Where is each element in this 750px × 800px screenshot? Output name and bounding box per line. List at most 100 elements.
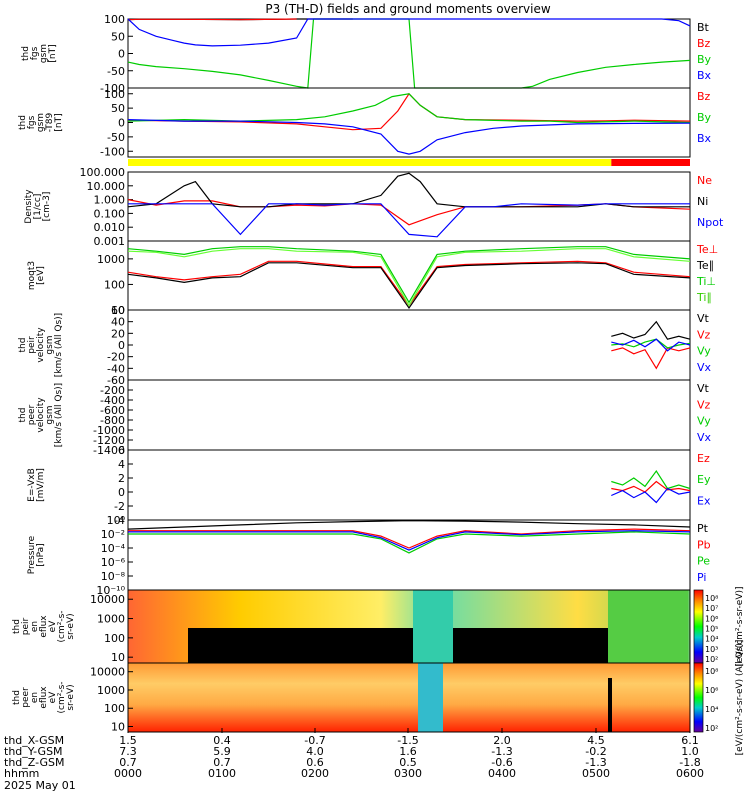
mode-bar-segment (611, 159, 690, 166)
legend-entry-Vx: Vx (697, 361, 712, 374)
series-line-Bx (127, 18, 691, 47)
y-tick-label: -50 (107, 65, 125, 78)
y-axis-label-peer-spec: thd peer en eflux eV (cm²-s-sr-eV) (12, 681, 76, 713)
y-axis-label-line: [mV/m] (36, 468, 46, 502)
x-axis-row-label: thd_X-GSM (4, 734, 64, 747)
series-line-Vt (611, 320, 691, 340)
legend-entry-Pi: Pi (697, 571, 706, 584)
y-axis-label-line: en (30, 692, 40, 703)
y-tick-label: 1000 (97, 684, 125, 697)
y-tick-label: -100 (100, 145, 125, 158)
y-axis-label-fgs-gsm-full: thd fgs gsm [nT] (21, 44, 58, 63)
y-axis-label-line: [km/s (All Qs)] (54, 383, 64, 447)
legend-entry-Vt: Vt (697, 382, 710, 395)
legend-temperature: Te⊥ Te∥ Ti⊥ Ti∥ (696, 243, 718, 304)
mode-bar-segment (128, 159, 612, 166)
y-tick-label: 0 (118, 339, 125, 352)
y-tick-label: 100 (104, 702, 125, 715)
panel-frame (127, 309, 691, 381)
x-axis-value: 0400 (488, 767, 516, 780)
y-axis-label-line: thd (21, 46, 31, 61)
colorbar-label: [eV/(cm²-s-sr-eV) (All Qs)] (735, 640, 745, 756)
y-axis-label-line: eV (48, 691, 58, 704)
colorbar-peer-spec: 10⁸ 10⁶ 10⁴ 10² [eV/(cm²-s-sr-eV) (All Qs)] (693, 640, 745, 756)
y-axis-label-line: peir (27, 336, 37, 354)
x-axis-value: 0300 (394, 767, 422, 780)
y-tick-label: -60 (107, 374, 125, 387)
y-axis-label-line: eflux (39, 686, 49, 709)
y-tick-label: 10⁻¹⁰ (96, 584, 125, 597)
panel-fgs-gsm-full: 100 50 0 -50 -100 thd fgs gsm [nT] Bt Bz By Bx (21, 13, 712, 95)
y-tick-label: 0 (118, 48, 125, 61)
colorbar-tick-label: 10⁸ (705, 594, 718, 603)
series-line-Vz (611, 347, 691, 370)
legend-entry-Vt: Vt (697, 312, 710, 325)
spectrogram-feature-band (413, 590, 453, 663)
y-tick-label: 10 (111, 651, 125, 664)
x-axis-value: 4.5 (587, 734, 605, 747)
y-axis-label-line: thd (12, 619, 22, 634)
y-axis-label-line: Density (24, 189, 34, 224)
colorbar-tick-label: 10⁵ (705, 625, 718, 634)
y-tick-label: 10⁻⁴ (101, 542, 126, 555)
y-axis-label-line: thd (18, 338, 28, 353)
series-line-Npot (128, 203, 690, 238)
legend-entry-Ti⊥: Ti⊥ (696, 275, 716, 288)
y-axis-label-line: gsm (45, 405, 55, 424)
legend-entry-Te∥: Te∥ (696, 259, 714, 272)
colorbar-scale (693, 589, 704, 664)
x-axis-value: 7.3 (119, 745, 137, 758)
series-line-Pb (128, 528, 691, 549)
y-tick-label: 10.000 (87, 180, 126, 193)
x-axis-value: 0500 (582, 767, 610, 780)
series-line-Te⊥ (127, 260, 691, 307)
figure-title: P3 (TH-D) fields and ground moments over… (265, 2, 550, 16)
legend-entry-By: By (697, 53, 712, 66)
colorbar-tick-label: 10⁸ (705, 667, 718, 676)
series-line-Bz (127, 92, 691, 131)
y-axis-label-line: [km/s (All Qs)] (54, 313, 64, 377)
series-line-Pt (127, 520, 691, 530)
legend-efield: Ez Ey Ex (697, 452, 711, 507)
y-tick-label: 20 (111, 327, 125, 340)
y-axis-label-line: [eV] (36, 266, 46, 285)
series-line-Bz (127, 18, 297, 21)
panel-frame (127, 171, 691, 242)
series-line-Ey (611, 469, 691, 490)
panel-frame (127, 379, 691, 451)
y-axis-label-line: fgs (27, 115, 37, 129)
x-axis-value: 0200 (301, 767, 329, 780)
x-axis-row-label: thd_Z-GSM (4, 756, 64, 769)
panel-frame (127, 449, 691, 521)
legend-density: Ne Ni Npot (697, 174, 724, 229)
legend-entry-Ne: Ne (697, 174, 712, 187)
y-tick-label: 10⁰ (107, 514, 126, 527)
colorbar-tick-label: 10⁶ (705, 686, 718, 695)
series-line-Vx (611, 338, 691, 352)
y-tick-label: 1000 (97, 613, 125, 626)
y-tick-label: 6 (118, 444, 125, 457)
x-axis-value: -1.3 (585, 756, 606, 769)
y-axis-label-line: [nPa] (36, 543, 46, 566)
y-tick-label: 0.010 (94, 221, 126, 234)
legend-entry-Bz: Bz (697, 90, 711, 103)
panel-temperature: 1000 100 10 moqt3 [eV] Te⊥ Te∥ Ti⊥ Ti∥ (27, 240, 718, 317)
y-axis-label-temperature: moqt3 [eV] (27, 261, 46, 290)
legend-entry-Bx: Bx (697, 132, 712, 145)
x-axis-value: 0.5 (399, 756, 417, 769)
x-axis-value: -0.7 (304, 734, 325, 747)
legend-entry-Vy: Vy (697, 415, 711, 428)
y-axis-label-line: gsm (39, 44, 49, 63)
series-line-By (127, 93, 691, 124)
y-axis-label-line: moqt3 (27, 261, 37, 290)
x-axis-value: 1.6 (399, 745, 417, 758)
x-axis-value: 0.6 (306, 756, 324, 769)
x-axis-value: -0.6 (491, 756, 512, 769)
y-axis-label-pressure: Pressure [nPa] (27, 535, 46, 574)
y-tick-label: -40 (107, 362, 125, 375)
